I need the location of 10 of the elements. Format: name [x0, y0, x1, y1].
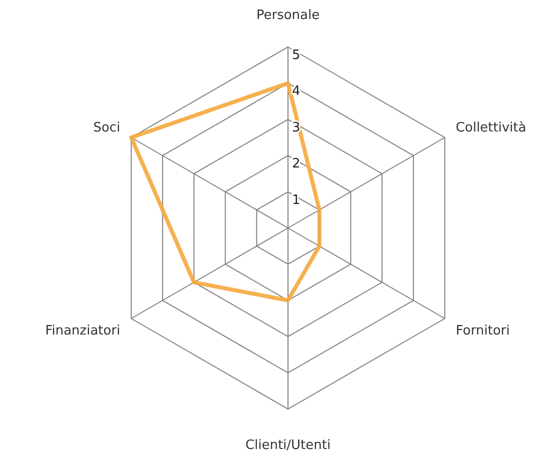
y-tick-label: 2: [292, 156, 300, 172]
spoke-label: Collettività: [456, 120, 526, 136]
spoke-label: Finanziatori: [45, 324, 120, 338]
y-tick-label: 5: [292, 48, 300, 63]
y-tick-label: 1: [292, 192, 300, 208]
spoke-label: Clienti/Utenti: [245, 438, 331, 453]
spoke-label: Fornitori: [456, 324, 510, 338]
spoke-label: Soci: [93, 120, 120, 136]
y-tick-label: 4: [292, 84, 300, 100]
spoke-label: Personale: [256, 8, 320, 23]
